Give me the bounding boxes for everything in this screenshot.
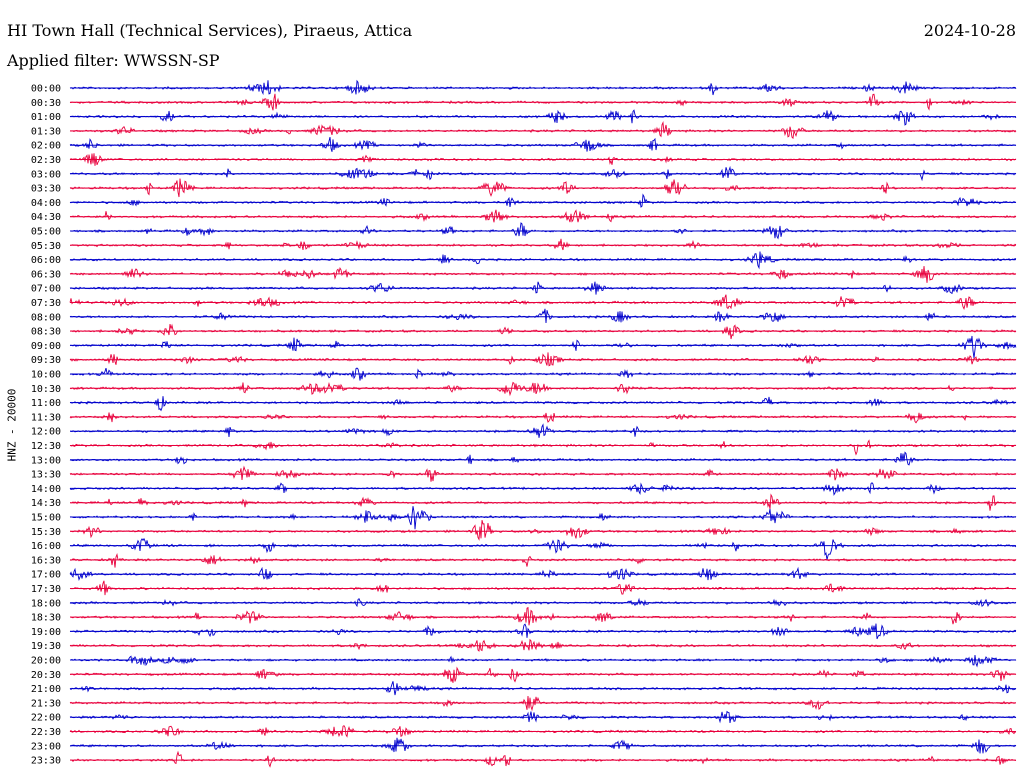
time-tick-label: 09:00 [31,341,61,352]
time-tick-label: 19:00 [31,627,61,638]
time-tick-label: 02:00 [31,141,61,152]
trace-0800 [69,308,1017,324]
trace-1530 [70,519,1017,541]
trace-1630 [69,553,1017,568]
time-tick-label: 12:00 [31,427,61,438]
trace-2330 [70,750,1017,768]
time-tick-label: 01:30 [31,126,61,137]
time-tick-label: 07:00 [31,284,61,295]
time-tick-label: 15:30 [31,527,61,538]
time-tick-label: 11:00 [31,398,61,409]
time-tick-label: 14:30 [31,498,61,509]
trace-0430 [69,209,1017,223]
time-tick-label: 11:30 [31,412,61,423]
trace-1500 [69,506,1017,530]
time-tick-label: 18:00 [31,598,61,609]
time-tick-label: 16:00 [31,541,61,552]
time-tick-label: 14:00 [31,484,61,495]
time-tick-label: 20:00 [31,656,61,667]
time-tick-label: 22:00 [31,713,61,724]
time-tick-label: 03:30 [31,184,61,195]
trace-1230 [69,439,1017,456]
time-tick-label: 10:30 [31,384,61,395]
time-tick-label: 17:00 [31,570,61,581]
trace-0200 [69,136,1017,152]
time-tick-label: 10:00 [31,370,61,381]
trace-1100 [69,396,1017,412]
trace-1730 [69,580,1017,596]
time-tick-label: 09:30 [31,355,61,366]
trace-0530 [70,238,1017,251]
trace-0630 [69,266,1017,283]
time-tick-label: 20:30 [31,670,61,681]
time-tick-label: 18:30 [31,613,61,624]
trace-1300 [69,451,1017,466]
time-tick-label: 17:30 [31,584,61,595]
trace-0100 [69,109,1017,126]
time-tick-label: 21:30 [31,698,61,709]
time-tick-label: 08:00 [31,312,61,323]
trace-2030 [69,666,1017,683]
time-tick-label: 00:30 [31,98,61,109]
trace-1830 [69,606,1017,626]
time-tick-label: 21:00 [31,684,61,695]
time-tick-label: 06:00 [31,255,61,266]
time-tick-label: 16:30 [31,555,61,566]
time-tick-label: 06:30 [31,269,61,280]
date-label: 2024-10-28 [923,21,1016,40]
time-tick-label: 19:30 [31,641,61,652]
time-tick-label: 07:30 [31,298,61,309]
trace-1600 [69,537,1017,560]
time-tick-label: 04:00 [31,198,61,209]
trace-1130 [69,412,1017,424]
time-tick-label: 08:30 [31,327,61,338]
time-tick-label: 15:00 [31,513,61,524]
trace-0930 [69,352,1017,367]
filter-label: Applied filter: WWSSN-SP [7,51,220,70]
time-tick-label: 12:30 [31,441,61,452]
time-tick-label: 13:30 [31,470,61,481]
time-tick-label: 13:00 [31,455,61,466]
time-tick-label: 00:00 [31,84,61,95]
trace-0400 [69,193,1017,208]
time-tick-label: 23:30 [31,756,61,767]
time-tick-label: 05:30 [31,241,61,252]
trace-0730 [69,294,1017,310]
time-tick-label: 03:00 [31,169,61,180]
time-tick-label: 22:30 [31,727,61,738]
station-title: HI Town Hall (Technical Services), Pirae… [7,21,413,40]
time-tick-label: 04:30 [31,212,61,223]
time-tick-label: 05:00 [31,227,61,238]
time-tick-label: 23:00 [31,741,61,752]
time-tick-label: 01:00 [31,112,61,123]
time-tick-label: 02:30 [31,155,61,166]
